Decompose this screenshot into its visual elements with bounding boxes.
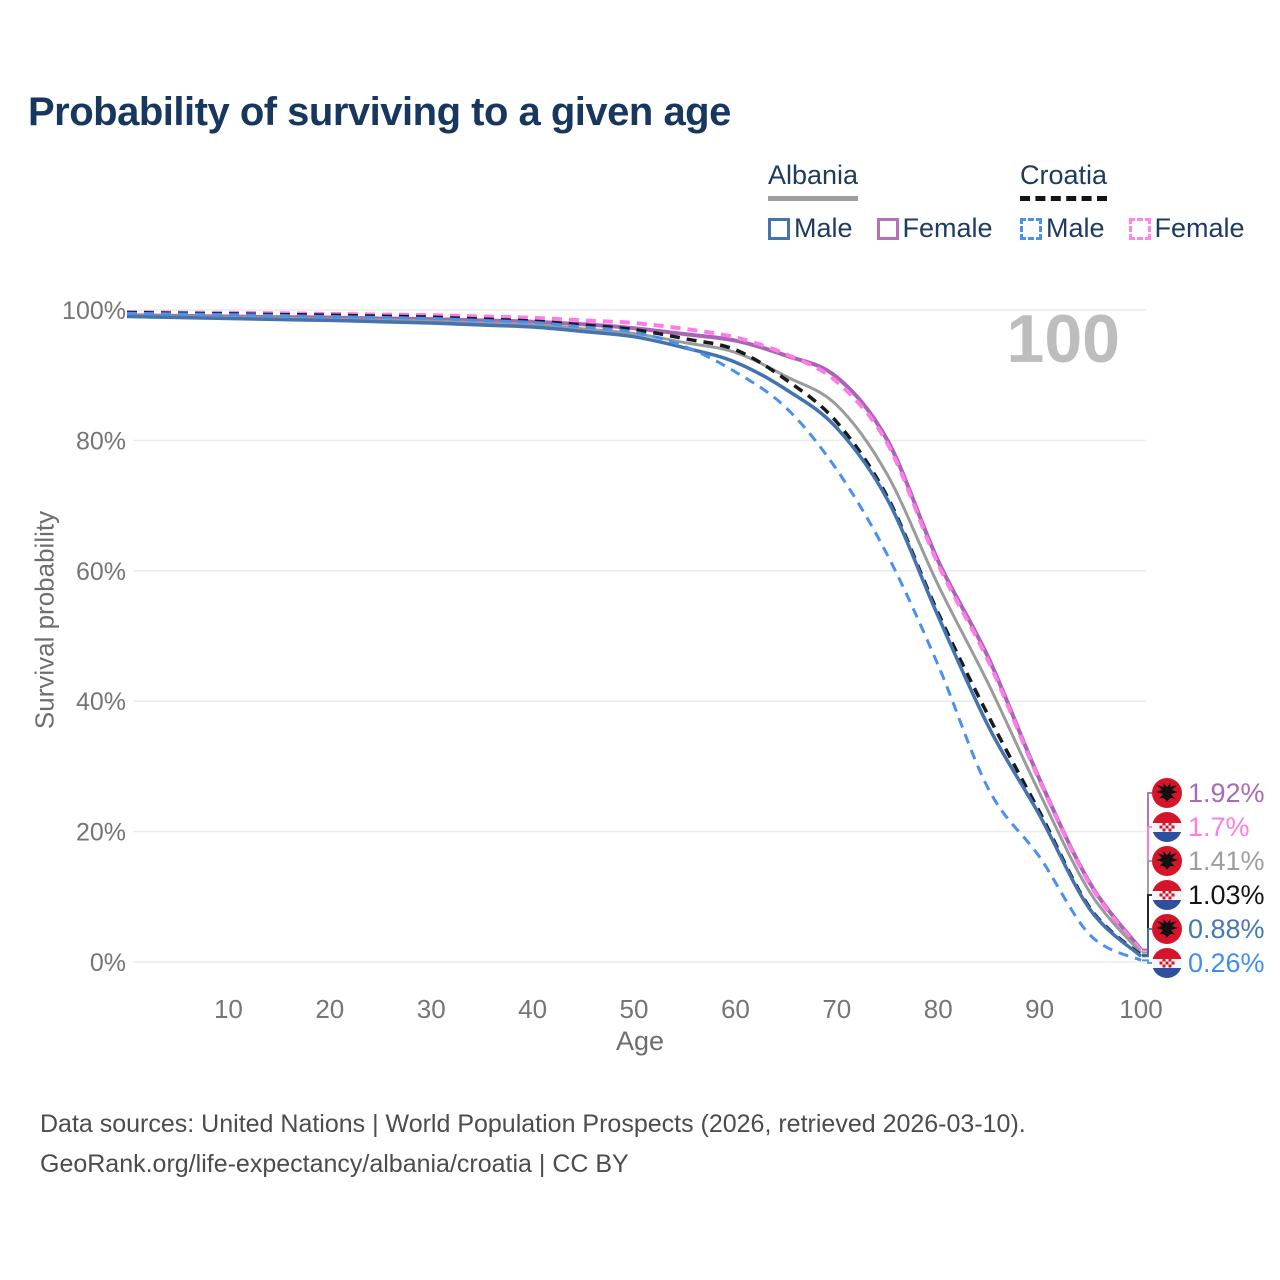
end-label-row-croatia-total: 1.03% (1152, 880, 1265, 910)
flag-albania-icon (1152, 914, 1182, 944)
flag-croatia-icon (1152, 812, 1182, 842)
end-label-row-albania-female: 1.92% (1152, 778, 1265, 808)
x-tick-80: 80 (924, 994, 953, 1024)
end-connector-croatia-male (1142, 959, 1152, 964)
legend-checkbox-croatia-female[interactable] (1128, 217, 1151, 240)
data-sources-line1: Data sources: United Nations | World Pop… (40, 1110, 1026, 1138)
legend-checkbox-albania-female[interactable] (876, 217, 899, 240)
end-label-row-croatia-male: 0.26% (1152, 948, 1265, 978)
data-sources: Data sources: United Nations | World Pop… (40, 1104, 1026, 1184)
x-tick-90: 90 (1025, 994, 1054, 1024)
legend-checkbox-croatia-male[interactable] (1020, 217, 1042, 240)
end-connector-croatia-total (1142, 894, 1152, 957)
age-counter-watermark: 100 (1007, 301, 1120, 377)
curve-albania-male[interactable] (126, 314, 1143, 958)
end-label-value-croatia-female: 1.7% (1188, 812, 1250, 842)
flag-albania-icon (1152, 778, 1182, 808)
end-label-value-croatia-total: 1.03% (1188, 880, 1265, 910)
end-connector-albania-male (1142, 928, 1152, 958)
flag-albania-icon (1152, 846, 1182, 876)
legend-checkbox-albania-male[interactable] (768, 217, 790, 240)
end-connector-albania-total (1142, 860, 1152, 954)
x-tick-50: 50 (620, 994, 649, 1024)
legend-group-croatia: Croatia Male Female (1020, 160, 1245, 244)
curve-croatia-female[interactable] (126, 310, 1143, 953)
end-label-value-croatia-male: 0.26% (1188, 948, 1265, 978)
curve-croatia-total[interactable] (126, 310, 1143, 957)
end-connector-croatia-female (1142, 826, 1152, 952)
y-tick-100%: 100% (62, 297, 126, 325)
legend-group-albania: Albania Male Female (768, 160, 993, 244)
end-label-row-albania-total: 1.41% (1152, 846, 1265, 876)
y-axis-title: Survival probability (29, 510, 60, 730)
x-tick-10: 10 (214, 994, 243, 1024)
x-tick-100: 100 (1119, 994, 1162, 1024)
y-tick-60%: 60% (76, 558, 126, 586)
end-label-row-croatia-female: 1.7% (1152, 812, 1250, 842)
x-tick-60: 60 (721, 994, 750, 1024)
legend-label-croatia-female: Female (1154, 213, 1245, 243)
data-sources-line2: GeoRank.org/life-expectancy/albania/croa… (40, 1150, 629, 1178)
page-title: Probability of surviving to a given age (28, 90, 731, 134)
flag-croatia-icon (1152, 880, 1182, 910)
end-connector-albania-female (1142, 792, 1152, 951)
legend-label-croatia-male: Male (1046, 213, 1105, 243)
x-axis-title: Age (616, 1026, 664, 1056)
x-tick-20: 20 (315, 994, 344, 1024)
y-tick-0%: 0% (90, 949, 126, 977)
legend-country-albania[interactable]: Albania (768, 160, 859, 201)
legend-label-albania-male: Male (794, 213, 853, 243)
legend-label-albania-female: Female (902, 213, 993, 243)
curve-albania-female[interactable] (126, 313, 1143, 951)
y-tick-40%: 40% (76, 688, 126, 716)
x-tick-40: 40 (518, 994, 547, 1024)
end-label-value-albania-total: 1.41% (1188, 846, 1265, 876)
x-tick-70: 70 (822, 994, 851, 1024)
curve-albania-total[interactable] (126, 314, 1143, 954)
x-tick-30: 30 (417, 994, 446, 1024)
y-tick-20%: 20% (76, 819, 126, 847)
legend-country-croatia[interactable]: Croatia (1020, 160, 1108, 201)
end-label-row-albania-male: 0.88% (1152, 914, 1265, 944)
y-tick-80%: 80% (76, 427, 126, 455)
flag-croatia-icon (1152, 948, 1182, 978)
end-label-value-albania-female: 1.92% (1188, 778, 1265, 808)
curve-croatia-male[interactable] (126, 311, 1142, 962)
end-label-value-albania-male: 0.88% (1188, 914, 1265, 944)
